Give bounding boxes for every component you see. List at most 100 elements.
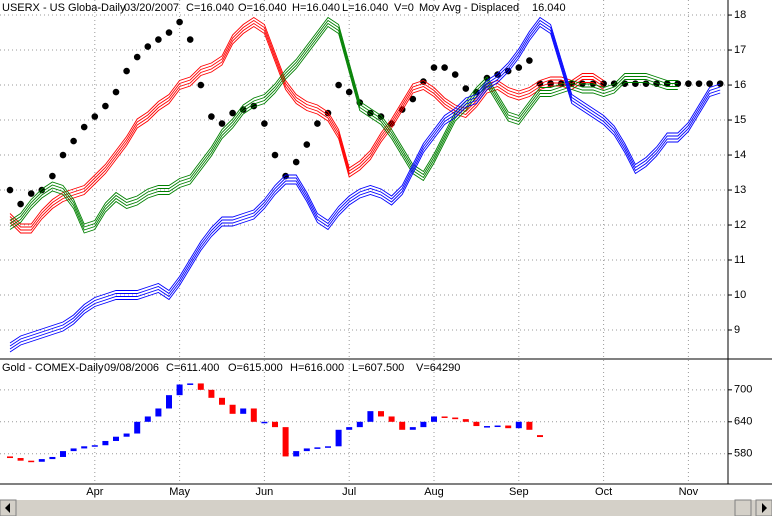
- price-dot: [165, 29, 173, 36]
- price-dot: [186, 36, 194, 43]
- stat: H=16.040: [292, 2, 340, 14]
- candle-body: [113, 436, 119, 441]
- price-dot: [515, 64, 523, 71]
- candle-body: [484, 426, 490, 428]
- candle-body: [7, 456, 13, 459]
- arrow-icon: [5, 503, 10, 513]
- candle-body: [17, 458, 24, 461]
- price-dot: [292, 158, 300, 166]
- moving-average-band: [9, 22, 604, 231]
- moving-average-band: [9, 16, 721, 344]
- candle-body: [187, 383, 194, 385]
- candle-body: [303, 448, 310, 452]
- y-tick-label: 17: [734, 44, 746, 56]
- candle-body: [91, 445, 98, 447]
- candle-body: [537, 435, 543, 438]
- candle-body: [346, 427, 353, 430]
- arrow-icon: [762, 503, 767, 513]
- candle-body: [176, 384, 183, 396]
- candle-body: [28, 460, 35, 463]
- candle-body: [314, 447, 321, 449]
- y-tick-label: 10: [734, 289, 746, 301]
- stat: L=607.500: [352, 362, 404, 374]
- candle-body: [229, 404, 236, 414]
- candle-body: [144, 416, 151, 422]
- x-tick-label: May: [169, 486, 190, 498]
- date: 09/08/2006: [104, 362, 159, 374]
- price-dot: [49, 172, 56, 180]
- price-dot: [430, 64, 438, 71]
- price-dot: [451, 71, 459, 78]
- price-dot: [621, 80, 629, 87]
- candle-body: [49, 456, 56, 460]
- price-dot: [632, 80, 639, 87]
- candle-body: [272, 421, 278, 428]
- price-dot: [303, 141, 311, 148]
- price-dot: [261, 120, 268, 127]
- price-dot: [208, 113, 215, 120]
- price-dot: [367, 109, 374, 117]
- indicator: Mov Avg - Displaced: [419, 2, 519, 14]
- scrollbar[interactable]: [0, 500, 772, 516]
- candle-body: [325, 446, 331, 448]
- price-dot: [494, 71, 501, 78]
- price-dot: [112, 88, 120, 96]
- candle-body: [462, 419, 469, 422]
- candle-body: [102, 440, 109, 446]
- candle-body: [282, 427, 289, 457]
- price-dot: [600, 80, 607, 87]
- date: 03/20/2007: [124, 2, 179, 14]
- price-dot: [420, 78, 427, 85]
- candle-body: [388, 416, 395, 422]
- candle-body: [441, 416, 448, 418]
- price-dot: [271, 151, 279, 159]
- candle-body: [367, 411, 374, 422]
- price-dot: [706, 80, 713, 87]
- moving-average-band: [9, 22, 721, 350]
- candle-body: [420, 421, 427, 428]
- price-dot: [547, 80, 554, 87]
- stat: V=0: [394, 2, 414, 14]
- y-tick-label: 640: [734, 416, 752, 428]
- y-tick-label: 13: [734, 184, 746, 196]
- moving-average-band: [9, 22, 678, 231]
- scroll-thumb[interactable]: [734, 499, 752, 516]
- x-tick-label: Sep: [509, 486, 529, 498]
- price-dot: [335, 81, 342, 89]
- candle-body: [399, 421, 406, 430]
- x-tick-label: Nov: [679, 486, 699, 498]
- candle-body: [409, 427, 416, 430]
- candle-body: [134, 421, 141, 434]
- x-tick-label: Aug: [424, 486, 444, 498]
- candle-body: [515, 421, 522, 429]
- price-dot: [133, 53, 141, 61]
- price-dot: [197, 81, 205, 89]
- price-dot: [314, 120, 321, 127]
- price-dot: [17, 200, 24, 208]
- price-dot: [59, 151, 67, 159]
- stat: L=16.040: [342, 2, 388, 14]
- price-dot: [685, 80, 692, 87]
- candle-body: [70, 448, 77, 452]
- price-dot: [409, 95, 417, 103]
- y-tick-label: 580: [734, 448, 752, 460]
- price-dot: [27, 190, 35, 197]
- candle-body: [38, 459, 45, 462]
- price-dot: [218, 120, 226, 127]
- candle-body: [378, 411, 384, 417]
- price-dot: [144, 43, 152, 50]
- y-tick-label: 15: [734, 114, 746, 126]
- price-dot: [441, 64, 448, 71]
- candle-body: [197, 383, 204, 390]
- candle-body: [526, 421, 533, 430]
- candle-body: [431, 416, 437, 422]
- y-tick-label: 9: [734, 324, 740, 336]
- x-tick-label: Oct: [595, 486, 612, 498]
- stat: C=611.400: [166, 362, 219, 374]
- price-dot: [155, 36, 162, 43]
- price-dot: [80, 123, 88, 131]
- candle-body: [261, 421, 268, 424]
- x-tick-label: Jun: [256, 486, 274, 498]
- price-dot: [642, 80, 650, 87]
